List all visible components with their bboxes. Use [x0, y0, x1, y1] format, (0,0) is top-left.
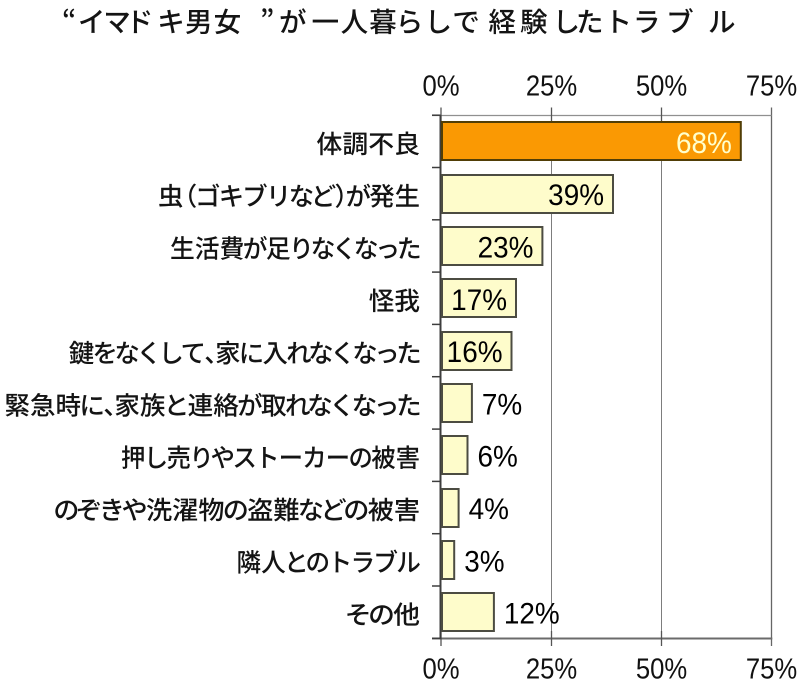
svg-text:75%: 75%: [746, 652, 797, 681]
svg-text:6%: 6%: [478, 441, 518, 474]
svg-text:50%: 50%: [636, 652, 687, 681]
svg-text:0%: 0%: [422, 652, 459, 681]
svg-text:17%: 17%: [451, 284, 507, 317]
svg-text:12%: 12%: [504, 598, 560, 631]
svg-text:50%: 50%: [636, 69, 687, 102]
svg-text:25%: 25%: [526, 652, 577, 681]
svg-text:3%: 3%: [464, 545, 504, 578]
svg-text:68%: 68%: [676, 127, 732, 160]
svg-text:0%: 0%: [422, 69, 459, 102]
svg-text:25%: 25%: [526, 69, 577, 102]
svg-text:16%: 16%: [447, 336, 503, 369]
svg-text:4%: 4%: [469, 493, 509, 526]
svg-text:39%: 39%: [548, 179, 604, 212]
svg-text:7%: 7%: [482, 389, 522, 422]
svg-text:75%: 75%: [746, 69, 797, 102]
svg-text:23%: 23%: [478, 232, 534, 265]
